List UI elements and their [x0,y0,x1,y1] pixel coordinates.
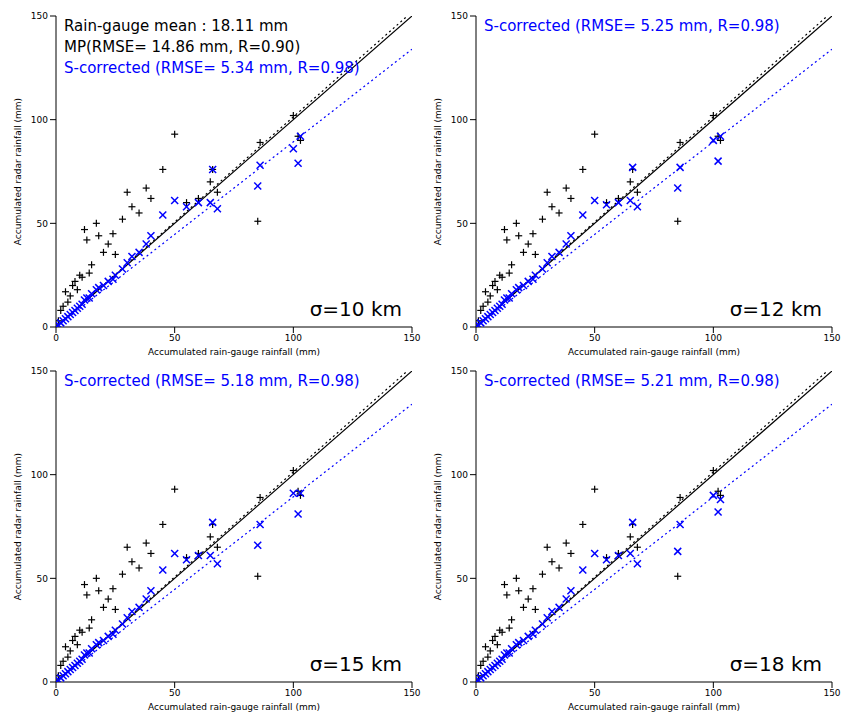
svg-text:0: 0 [42,322,48,332]
svg-text:Accumulated rain-gauge rainfal: Accumulated rain-gauge rainfall (mm) [568,347,740,357]
svg-text:150: 150 [403,333,420,343]
html-text:σ=15 km: σ=15 km [309,652,402,676]
svg-text:50: 50 [169,688,181,698]
svg-text:Accumulated rain-gauge rainfal: Accumulated rain-gauge rainfall (mm) [568,702,740,712]
svg-text:50: 50 [169,333,181,343]
html-text:σ=18 km: σ=18 km [729,652,822,676]
svg-text:100: 100 [705,333,722,343]
svg-text:0: 0 [53,333,59,343]
svg-text:150: 150 [823,688,840,698]
svg-text:150: 150 [451,11,468,21]
svg-text:Accumulated radar rainfall (mm: Accumulated radar rainfall (mm) [433,98,443,245]
svg-text:100: 100 [451,115,468,125]
svg-text:0: 0 [462,322,468,332]
svg-text:0: 0 [42,677,48,687]
svg-text:50: 50 [457,219,469,229]
html-text:MP(RMSE= 14.86 mm, R=0.90): MP(RMSE= 14.86 mm, R=0.90) [64,38,301,56]
svg-text:50: 50 [37,574,49,584]
svg-text:50: 50 [37,219,49,229]
svg-text:Accumulated rain-gauge rainfal: Accumulated rain-gauge rainfall (mm) [148,347,320,357]
html-text:S-corrected (RMSE= 5.21 mm, R=: S-corrected (RMSE= 5.21 mm, R=0.98) [484,372,780,390]
html-text:S-corrected (RMSE= 5.18 mm, R=: S-corrected (RMSE= 5.18 mm, R=0.98) [64,372,360,390]
svg-text:Accumulated radar rainfall (mm: Accumulated radar rainfall (mm) [433,453,443,600]
html-text:σ=10 km: σ=10 km [309,297,402,321]
svg-text:50: 50 [589,333,601,343]
svg-text:50: 50 [589,688,601,698]
html-text:Rain-gauge mean : 18.11 mm: Rain-gauge mean : 18.11 mm [64,17,289,35]
html-text:S-corrected (RMSE= 5.25 mm, R=: S-corrected (RMSE= 5.25 mm, R=0.98) [484,17,780,35]
svg-text:50: 50 [457,574,469,584]
html-text:σ=12 km: σ=12 km [729,297,822,321]
svg-text:Accumulated radar rainfall (mm: Accumulated radar rainfall (mm) [13,453,23,600]
svg-text:150: 150 [403,688,420,698]
svg-text:150: 150 [823,333,840,343]
svg-text:100: 100 [705,688,722,698]
svg-text:0: 0 [462,677,468,687]
svg-text:Accumulated radar rainfall (mm: Accumulated radar rainfall (mm) [13,98,23,245]
svg-text:0: 0 [473,688,479,698]
svg-text:100: 100 [451,470,468,480]
svg-text:100: 100 [31,470,48,480]
svg-text:150: 150 [31,366,48,376]
svg-text:150: 150 [451,366,468,376]
svg-text:100: 100 [285,333,302,343]
html-text:S-corrected (RMSE= 5.34 mm, R=: S-corrected (RMSE= 5.34 mm, R=0.98) [64,59,360,77]
svg-text:150: 150 [31,11,48,21]
svg-text:100: 100 [285,688,302,698]
svg-text:0: 0 [53,688,59,698]
svg-text:Accumulated rain-gauge rainfal: Accumulated rain-gauge rainfall (mm) [148,702,320,712]
svg-text:100: 100 [31,115,48,125]
svg-text:0: 0 [473,333,479,343]
